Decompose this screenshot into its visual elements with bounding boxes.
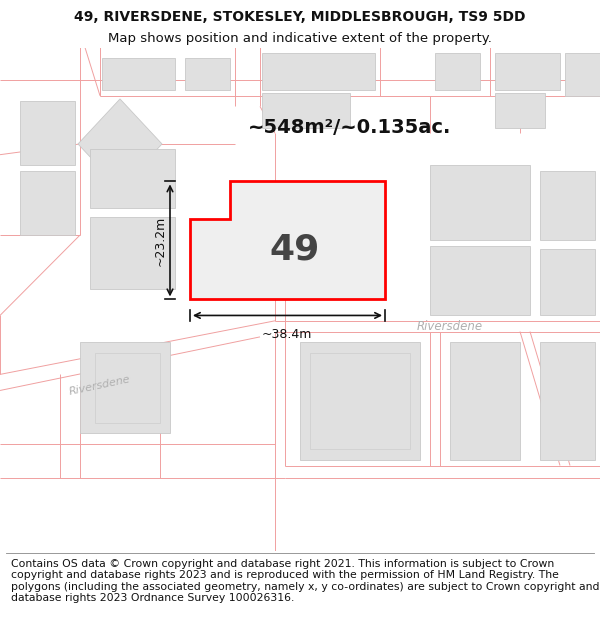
Polygon shape [430, 246, 530, 316]
Polygon shape [310, 353, 410, 449]
Polygon shape [540, 249, 595, 316]
Text: 49: 49 [270, 232, 320, 266]
Polygon shape [20, 101, 75, 166]
Text: 49, RIVERSDENE, STOKESLEY, MIDDLESBROUGH, TS9 5DD: 49, RIVERSDENE, STOKESLEY, MIDDLESBROUGH… [74, 11, 526, 24]
Text: Riversdene: Riversdene [275, 195, 285, 254]
Polygon shape [565, 53, 600, 96]
Polygon shape [80, 342, 170, 433]
Text: Riversdene: Riversdene [68, 374, 131, 396]
Polygon shape [20, 171, 75, 235]
Polygon shape [262, 92, 350, 128]
Text: ~23.2m: ~23.2m [154, 215, 167, 266]
Polygon shape [495, 53, 560, 91]
Polygon shape [300, 342, 420, 460]
Text: Map shows position and indicative extent of the property.: Map shows position and indicative extent… [108, 32, 492, 45]
Polygon shape [540, 171, 595, 241]
Polygon shape [190, 181, 385, 299]
Polygon shape [90, 217, 175, 289]
Polygon shape [102, 58, 175, 91]
Text: ~38.4m: ~38.4m [262, 328, 312, 341]
Polygon shape [435, 53, 480, 91]
Polygon shape [430, 166, 530, 241]
Text: ~548m²/~0.135ac.: ~548m²/~0.135ac. [248, 118, 452, 138]
Text: Riversdene: Riversdene [417, 319, 483, 332]
Polygon shape [78, 99, 162, 189]
Polygon shape [262, 53, 375, 91]
Polygon shape [185, 58, 230, 91]
Text: Contains OS data © Crown copyright and database right 2021. This information is : Contains OS data © Crown copyright and d… [11, 559, 599, 603]
Polygon shape [540, 342, 595, 460]
Polygon shape [450, 342, 520, 460]
Polygon shape [495, 92, 545, 128]
Polygon shape [90, 149, 175, 208]
Polygon shape [95, 353, 160, 422]
